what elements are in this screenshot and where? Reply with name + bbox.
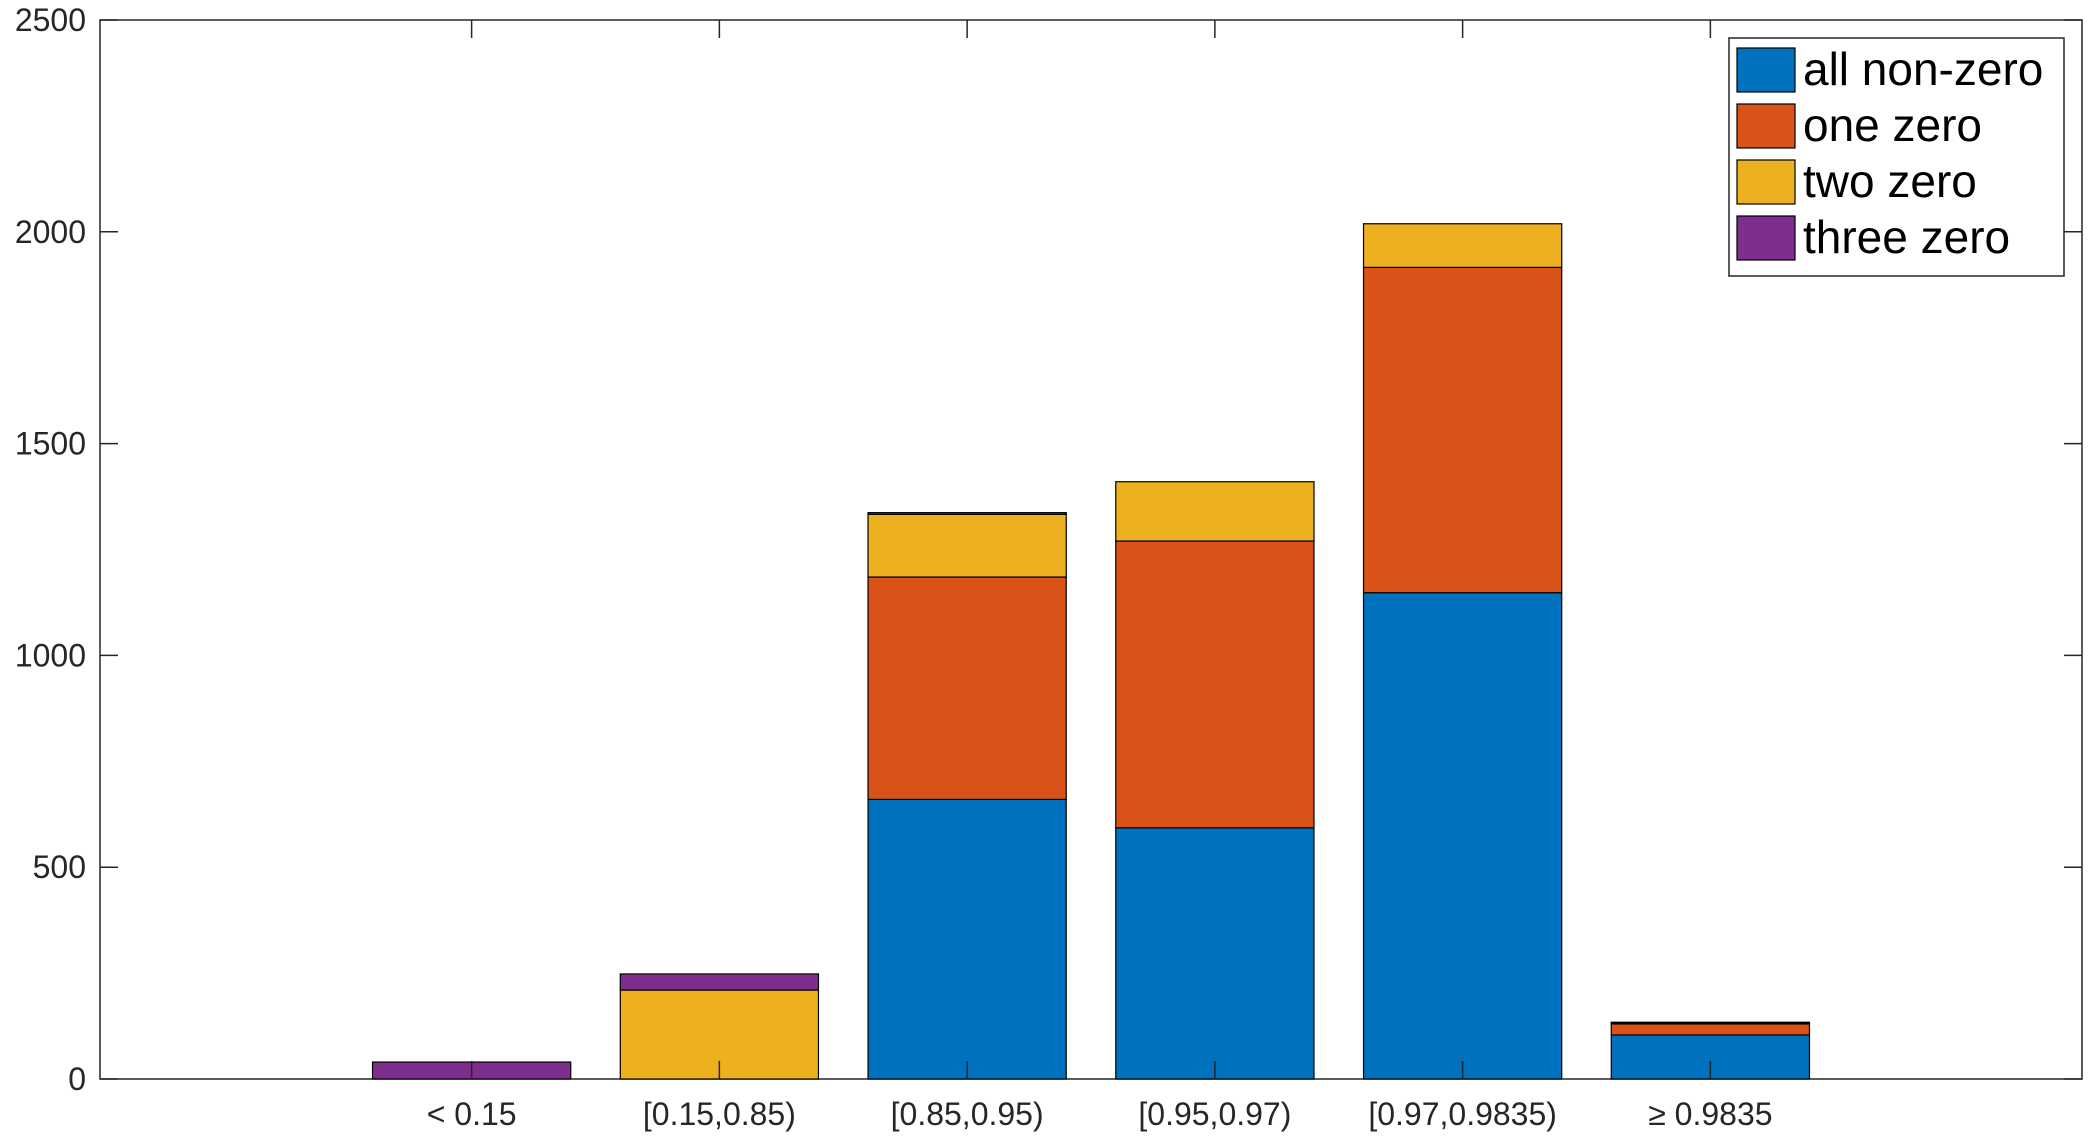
bar-segment-all-non-zero-2 xyxy=(867,798,1067,1080)
y-tick-label: 2000 xyxy=(15,214,86,250)
legend-label: three zero xyxy=(1803,211,2010,263)
x-tick-label: ≥ 0.9835 xyxy=(1648,1096,1772,1132)
legend-swatch xyxy=(1736,215,1796,261)
x-tick-label: < 0.15 xyxy=(427,1096,517,1132)
x-tick-label: [0.95,0.97) xyxy=(1138,1096,1291,1132)
legend-swatch xyxy=(1736,159,1796,205)
bar-segment-three-zero-5 xyxy=(1610,1021,1811,1024)
legend-swatch xyxy=(1736,103,1796,149)
y-tick-label: 2500 xyxy=(15,2,86,38)
bar-segment-one-zero-3 xyxy=(1115,540,1315,829)
bar-segment-one-zero-4 xyxy=(1362,266,1563,594)
bar-segment-one-zero-5 xyxy=(1610,1023,1811,1036)
y-tick-label: 500 xyxy=(33,849,86,885)
bar-segment-one-zero-2 xyxy=(867,576,1067,801)
bar-segment-all-non-zero-4 xyxy=(1362,592,1563,1080)
bar-segment-all-non-zero-3 xyxy=(1115,827,1315,1080)
x-tick-label: [0.85,0.95) xyxy=(891,1096,1044,1132)
legend-label: all non-zero xyxy=(1803,43,2043,95)
bar-segment-three-zero-2 xyxy=(867,512,1067,515)
bars-group xyxy=(371,223,1811,1080)
bar-segment-two-zero-4 xyxy=(1362,223,1563,268)
x-tick-label: [0.15,0.85) xyxy=(643,1096,796,1132)
legend-label: two zero xyxy=(1803,155,1977,207)
bar-segment-two-zero-3 xyxy=(1115,481,1315,542)
bar-segment-two-zero-2 xyxy=(867,513,1067,578)
legend-swatch xyxy=(1736,47,1796,93)
bar-segment-three-zero-1 xyxy=(619,973,820,991)
y-tick-label: 0 xyxy=(68,1061,86,1097)
legend-label: one zero xyxy=(1803,99,1982,151)
y-tick-label: 1500 xyxy=(15,426,86,462)
y-axis: 0 500 1000 1500 2000 2500 xyxy=(15,2,2082,1097)
y-tick-label: 1000 xyxy=(15,637,86,673)
x-axis: < 0.15 [0.15,0.85) [0.85,0.95) [0.95,0.97) [… xyxy=(427,20,1773,1132)
x-tick-label: [0.97,0.9835) xyxy=(1368,1096,1557,1132)
